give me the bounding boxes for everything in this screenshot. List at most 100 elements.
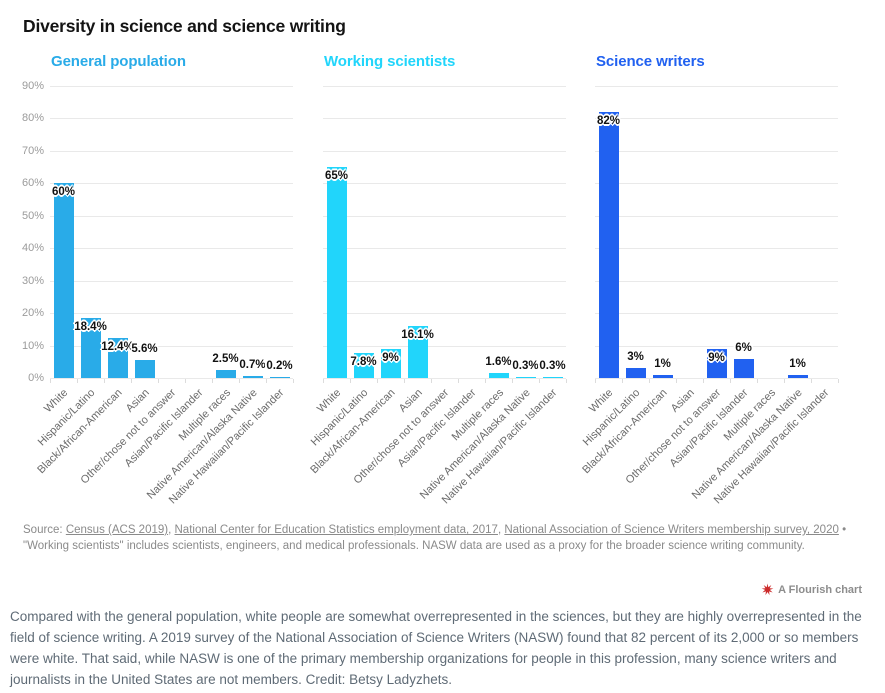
bar[interactable] (515, 376, 536, 378)
axis-tick (757, 379, 758, 383)
source-separator: , (168, 524, 175, 536)
bar[interactable] (326, 167, 347, 378)
chart-panel-3: Science writers 82% White 3% Hispanic/Latino… (580, 53, 839, 506)
bar-value-label: 3% (627, 351, 644, 364)
gridline (323, 86, 566, 87)
gridline (323, 378, 566, 379)
axis-tick (730, 379, 731, 383)
axis-tick (622, 379, 623, 383)
gridline (595, 248, 838, 250)
axis-tick (838, 379, 839, 383)
gridline (595, 215, 838, 217)
source-link-nasw[interactable]: National Association of Science Writers … (504, 524, 839, 536)
axis-tick (185, 379, 186, 383)
bar-value-label: 18.4% (74, 321, 107, 334)
bar-value-label: 0.7% (239, 358, 266, 371)
axis-tick (458, 379, 459, 383)
bar-value-label: 65% (324, 170, 349, 183)
gridline (323, 345, 566, 347)
y-axis-label: 30% (21, 274, 44, 287)
gridline (50, 378, 293, 379)
flourish-attribution-link[interactable]: A Flourish chart (761, 583, 862, 596)
source-separator: , (497, 524, 505, 536)
axis-tick (512, 379, 513, 383)
bar[interactable] (652, 374, 673, 378)
bar[interactable] (488, 372, 509, 378)
bar[interactable] (80, 318, 101, 378)
gridline (595, 183, 838, 185)
gridline (50, 280, 293, 282)
axis-tick (131, 379, 132, 383)
gridline (323, 280, 566, 282)
y-axis-label: 10% (21, 339, 44, 352)
axis-tick (377, 379, 378, 383)
charts-area: General population 0% 10% 20% 30% 40% 50% 60% 70… (21, 53, 839, 506)
bar[interactable] (134, 359, 155, 378)
gridline (50, 183, 293, 185)
gridline (50, 313, 293, 315)
y-axis-label: 20% (21, 307, 44, 320)
axis-tick (539, 379, 540, 383)
source-note: Source: Census (ACS 2019), National Cent… (23, 522, 861, 554)
bar[interactable] (625, 368, 646, 378)
bar[interactable] (542, 376, 563, 378)
bar[interactable] (733, 358, 754, 378)
bar[interactable] (407, 325, 428, 378)
axis-tick (350, 379, 351, 383)
bar[interactable] (380, 348, 401, 378)
y-axis-label: 50% (21, 209, 44, 222)
axis-tick (595, 379, 596, 383)
gridline (595, 280, 838, 282)
bar-value-label: 60% (51, 186, 76, 199)
gridline (50, 248, 293, 250)
y-axis-label: 40% (21, 242, 44, 255)
bar-value-label: 9% (382, 351, 399, 364)
axis-tick (212, 379, 213, 383)
bar[interactable] (787, 374, 808, 378)
bar[interactable] (353, 352, 374, 378)
bar-value-label: 6% (735, 341, 752, 354)
axis-tick (649, 379, 650, 383)
chart-title: General population (51, 53, 186, 70)
y-axis-label: 70% (21, 144, 44, 157)
axis-tick (676, 379, 677, 383)
chart-title: Working scientists (324, 53, 456, 70)
gridline (50, 215, 293, 217)
bar[interactable] (269, 376, 290, 378)
gridline (595, 378, 838, 379)
bar-value-label: 7.8% (350, 355, 377, 368)
bar[interactable] (598, 111, 619, 378)
gridline (323, 183, 566, 185)
flourish-logo-icon (761, 583, 774, 596)
bar[interactable] (107, 337, 128, 378)
bar-value-label: 2.5% (212, 352, 239, 365)
axis-tick (50, 379, 51, 383)
bar[interactable] (242, 375, 263, 378)
bar-value-label: 0.3% (539, 359, 566, 372)
axis-tick (811, 379, 812, 383)
gridline (50, 86, 293, 87)
source-link-census[interactable]: Census (ACS 2019) (65, 524, 169, 536)
flourish-attribution-label: A Flourish chart (778, 583, 862, 596)
axis-tick (77, 379, 78, 383)
bar-value-label: 0.3% (512, 359, 539, 372)
gridline (595, 150, 838, 152)
bar-value-label: 1.6% (485, 355, 512, 368)
source-prefix: Source: (23, 524, 66, 536)
axis-tick (323, 379, 324, 383)
bar[interactable] (53, 183, 74, 378)
gridline (50, 345, 293, 347)
axis-tick (104, 379, 105, 383)
caption-paragraph: Compared with the general population, wh… (10, 609, 862, 687)
bar-value-label: 1% (789, 357, 806, 370)
gridline (50, 150, 293, 152)
bar[interactable] (706, 348, 727, 378)
bar-value-label: 5.6% (131, 342, 158, 355)
y-axis-label: 60% (21, 177, 44, 190)
gridline (595, 345, 838, 347)
axis-tick (784, 379, 785, 383)
source-link-nces[interactable]: National Center for Education Statistics… (174, 524, 498, 536)
bar-value-label: 12.4% (101, 340, 134, 353)
axis-tick (239, 379, 240, 383)
bar[interactable] (215, 369, 236, 378)
